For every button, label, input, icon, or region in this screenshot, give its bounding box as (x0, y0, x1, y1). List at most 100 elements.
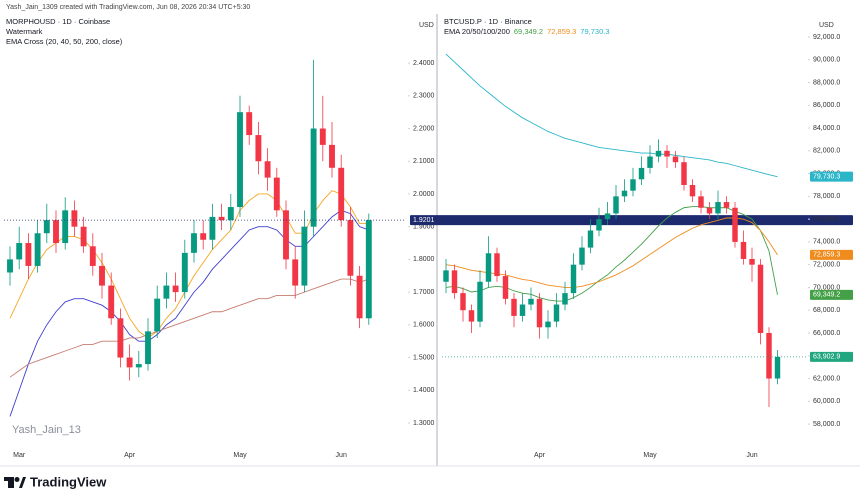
y-tick-label: 2.1000 (413, 158, 435, 165)
ema-line (445, 217, 778, 288)
x-tick-label: May (233, 452, 247, 459)
y-tick-label: 1.3000 (413, 420, 435, 427)
x-tick-label: Apr (124, 452, 136, 459)
candle-body (264, 161, 271, 178)
candle-body (681, 162, 687, 185)
last-price-label: 1.9201 (413, 217, 435, 224)
candle-body (62, 210, 69, 244)
header: Yash_Jain_1309 created with TradingView.… (6, 4, 250, 11)
candle-body (528, 298, 534, 305)
candle-body (356, 275, 363, 319)
legend-value: 72,859.3 (547, 27, 576, 36)
ema-line (445, 53, 778, 178)
candle-body (570, 264, 577, 294)
candle-body (43, 220, 50, 234)
candle-body (638, 167, 645, 180)
ema-badge (810, 249, 853, 260)
candle-body (451, 270, 458, 294)
candle-body (145, 331, 151, 365)
y-tick-label: 70,000.0 (813, 284, 840, 291)
candle-body (34, 233, 41, 266)
y-tick-label: 2.4000 (413, 60, 435, 67)
x-tick-label: Mar (13, 452, 26, 459)
candle-body (310, 128, 317, 227)
ema-badge (810, 171, 853, 182)
legend-value: 69,349.2 (514, 27, 543, 36)
candle-body (689, 184, 696, 197)
candle-body (647, 156, 653, 168)
candle-body (7, 259, 13, 273)
y-tick-label: 60,000.0 (813, 398, 840, 405)
last-price-badge (410, 215, 853, 226)
candle-body (621, 190, 628, 197)
candle-body (301, 226, 308, 286)
candle-body (749, 258, 755, 265)
logo-shape (14, 477, 20, 482)
candle-body (766, 332, 772, 379)
ema-line (445, 206, 778, 302)
y-tick-label: 76,000.0 (813, 216, 840, 223)
chart-title: MORPHOUSD · 1D · Coinbase (6, 17, 110, 26)
y-tick-label: 84,000.0 (813, 125, 840, 132)
candle-body (53, 220, 59, 244)
chart-title: BTCUSD.P · 1D · Binance (444, 17, 532, 26)
candle-body (255, 135, 262, 162)
candle-body (135, 364, 142, 368)
logo-shape (19, 477, 26, 488)
candle-body (172, 285, 179, 293)
ema-line (9, 190, 369, 339)
candle-body (485, 253, 492, 282)
ema-line (9, 209, 369, 417)
candle-body (338, 167, 345, 221)
candle-body (209, 216, 216, 240)
y-tick-label: 74,000.0 (813, 239, 840, 246)
x-tick-label: Apr (534, 452, 546, 459)
y-tick-label: 1.9000 (413, 224, 435, 231)
candle-body (227, 207, 234, 221)
candle-body (460, 293, 466, 311)
y-tick-label: 2.0000 (413, 191, 435, 198)
candle-body (25, 243, 32, 266)
y-tick-label: 1.7000 (413, 289, 435, 296)
candle-body (562, 293, 568, 305)
candle-body (672, 156, 679, 163)
candle-body (536, 298, 543, 328)
candle-body (553, 304, 560, 322)
candle-body (154, 298, 161, 332)
indicator-label: EMA Cross (20, 40, 50, 200, close) (6, 37, 123, 46)
tradingview-logo (4, 477, 26, 488)
candle-body (723, 202, 730, 208)
candle-body (545, 321, 551, 328)
candle-body (477, 281, 483, 322)
candle-body (579, 247, 585, 265)
x-tick-label: Jun (336, 452, 347, 459)
footer-brand: TradingView (30, 474, 107, 489)
candle-body (117, 318, 124, 358)
candle-body (706, 207, 713, 214)
candle-body (329, 144, 335, 168)
candle-body (740, 241, 747, 259)
candle-body (774, 356, 781, 379)
watermark: Yash_Jain_13 (12, 424, 81, 436)
candle-body (757, 264, 764, 333)
candle-body (664, 150, 670, 157)
ema-badge (810, 289, 853, 300)
x-tick-label: Jun (746, 452, 757, 459)
candle-body (347, 220, 354, 276)
candle-body (587, 230, 594, 248)
logo-shape (4, 477, 12, 481)
y-tick-label: 1.4000 (413, 387, 435, 394)
candle-body (71, 210, 78, 227)
candle-body (292, 259, 299, 286)
y-tick-label: 58,000.0 (813, 421, 840, 428)
candle-body (365, 220, 372, 319)
axis-unit: USD (419, 22, 434, 29)
candle-body (502, 276, 509, 299)
candle-body (218, 216, 225, 221)
candle-body (443, 270, 449, 282)
y-tick-label: 1.5000 (413, 354, 435, 361)
y-tick-label: 78,000.0 (813, 193, 840, 200)
candle-body (246, 112, 253, 136)
y-tick-label: 62,000.0 (813, 375, 840, 382)
